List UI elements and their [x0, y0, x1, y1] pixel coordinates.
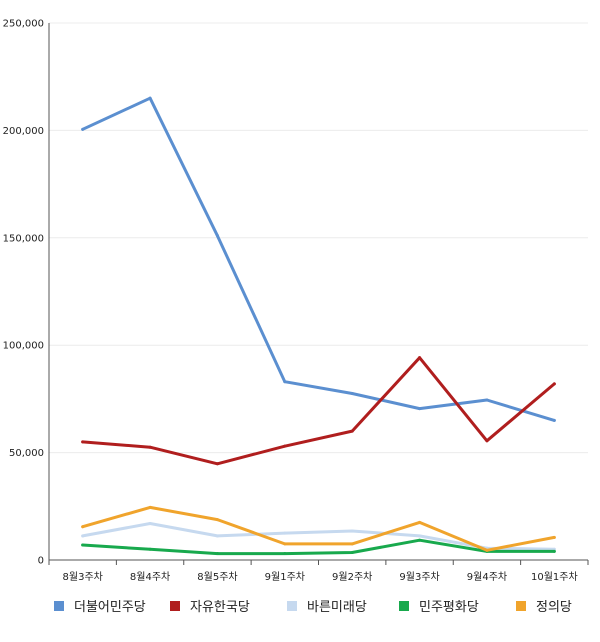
data-point [215, 534, 219, 538]
legend-label: 정의당 [536, 600, 572, 615]
legend-label: 바른미래당 [307, 600, 367, 615]
data-point [350, 429, 354, 433]
series-lines [81, 96, 556, 556]
data-point [350, 529, 354, 533]
data-point [81, 440, 85, 444]
y-tick-label: 100,000 [3, 341, 44, 352]
axes: 0 50,000 100,000 150,000 200,000 250,000 8월3주차… [3, 19, 589, 583]
data-point [148, 445, 152, 449]
data-point [215, 462, 219, 466]
legend-item: 바른미래당 [287, 600, 367, 615]
legend-item: 정의당 [516, 600, 572, 615]
data-point [283, 380, 287, 384]
legend-item: 민주평화당 [399, 600, 479, 615]
data-point [215, 234, 219, 238]
data-point [215, 552, 219, 556]
legend-swatch [516, 601, 526, 611]
data-point [418, 538, 422, 542]
y-tick-label: 200,000 [3, 126, 44, 137]
legend-swatch [170, 601, 180, 611]
legend-label: 자유한국당 [190, 600, 250, 615]
data-point [418, 407, 422, 411]
y-tick-label: 150,000 [3, 233, 44, 244]
series-line [81, 356, 556, 466]
data-point [418, 534, 422, 538]
data-point [418, 356, 422, 360]
data-point [148, 547, 152, 551]
legend-swatch [54, 601, 64, 611]
data-point [283, 531, 287, 535]
legend-item: 자유한국당 [170, 600, 250, 615]
series-line [81, 505, 556, 552]
data-point [283, 552, 287, 556]
y-tick-label: 250,000 [3, 19, 44, 30]
data-point [350, 392, 354, 396]
data-point [283, 444, 287, 448]
y-tick-label: 0 [38, 556, 44, 567]
y-tick-label: 50,000 [9, 448, 44, 459]
data-point [81, 534, 85, 538]
data-point [485, 439, 489, 443]
legend-swatch [399, 601, 409, 611]
x-tick-label: 9월3주차 [399, 571, 439, 583]
data-point [81, 525, 85, 529]
data-point [215, 518, 219, 522]
x-tick-label: 9월1주차 [265, 571, 305, 583]
data-point [552, 549, 556, 553]
data-point [552, 535, 556, 539]
data-point [81, 127, 85, 131]
data-point [283, 542, 287, 546]
data-point [418, 520, 422, 524]
data-point [350, 542, 354, 546]
series-line [81, 96, 556, 422]
legend: 더불어민주당 자유한국당 바른미래당 민주평화당 정의당 [54, 600, 572, 615]
x-tick-label: 10월1주차 [531, 571, 578, 583]
data-point [552, 382, 556, 386]
data-point [148, 96, 152, 100]
series-line [81, 522, 556, 551]
legend-swatch [287, 601, 297, 611]
x-tick-label: 8월5주차 [197, 571, 237, 583]
x-tick-label: 8월4주차 [130, 571, 170, 583]
data-point [81, 543, 85, 547]
legend-item: 더불어민주당 [54, 600, 146, 615]
data-point [350, 550, 354, 554]
gridlines [49, 22, 588, 454]
data-point [148, 521, 152, 525]
x-tick-label: 9월2주차 [332, 571, 372, 583]
series-line [81, 538, 556, 556]
data-point [485, 398, 489, 402]
data-point [485, 548, 489, 552]
x-tick-label: 9월4주차 [467, 571, 507, 583]
data-point [552, 418, 556, 422]
legend-label: 더불어민주당 [74, 600, 146, 615]
data-point [148, 505, 152, 509]
legend-label: 민주평화당 [419, 600, 479, 615]
x-tick-label: 8월3주차 [63, 571, 103, 583]
